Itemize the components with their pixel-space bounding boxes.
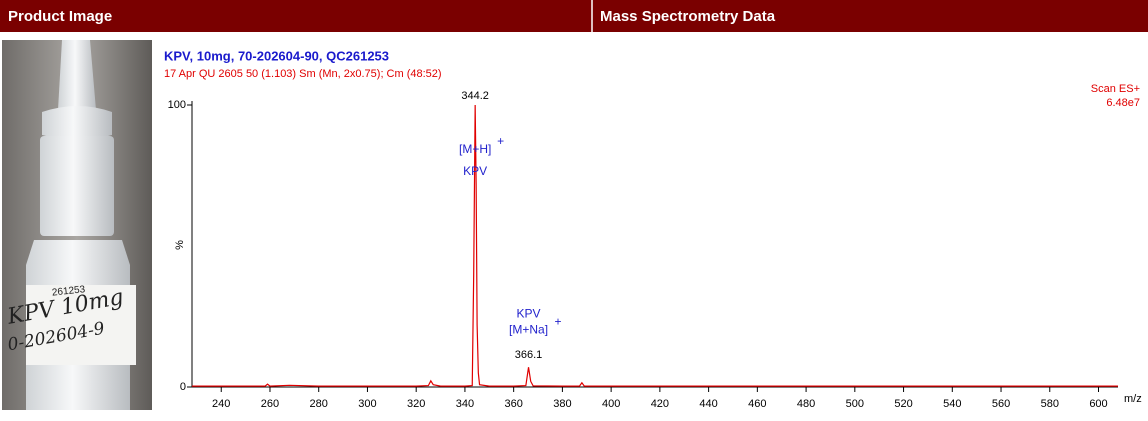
x-tick-label: 500 <box>846 398 864 410</box>
scan-mode: Scan ES+ <box>1091 83 1140 95</box>
x-tick-label: 380 <box>553 398 571 410</box>
peak-mz-label: 344.2 <box>461 90 489 102</box>
x-tick-label: 580 <box>1041 398 1059 410</box>
page: {"header": {"left": "Product Image", "ri… <box>0 0 1148 416</box>
x-tick-label: 540 <box>943 398 961 410</box>
peak-annotation: [M+Na] <box>509 322 548 336</box>
y-tick-label: 0 <box>180 381 186 393</box>
x-tick-label: 340 <box>456 398 474 410</box>
x-tick-label: 460 <box>748 398 766 410</box>
screen: Product Image Mass Spectrometry Data 261… <box>0 0 1148 416</box>
header-right: Mass Spectrometry Data <box>600 8 776 25</box>
x-tick-label: 260 <box>261 398 279 410</box>
header-left: Product Image <box>8 8 112 25</box>
chart-title: KPV, 10mg, 70-202604-90, QC261253 <box>164 48 389 63</box>
peak-annotation: KPV <box>463 164 487 178</box>
spectrum-line <box>192 105 1118 386</box>
x-tick-label: 300 <box>358 398 376 410</box>
x-tick-label: 240 <box>212 398 230 410</box>
peak-annotation: [M+H] <box>459 142 491 156</box>
x-tick-label: 420 <box>651 398 669 410</box>
x-tick-label: 400 <box>602 398 620 410</box>
header-bar <box>0 0 1148 32</box>
intensity: 6.48e7 <box>1106 97 1140 109</box>
x-tick-label: 320 <box>407 398 425 410</box>
y-axis-label: % <box>174 240 186 250</box>
x-tick-label: 480 <box>797 398 815 410</box>
x-tick-label: 520 <box>894 398 912 410</box>
x-axis-label: m/z <box>1124 393 1142 405</box>
x-tick-label: 440 <box>699 398 717 410</box>
x-tick-label: 600 <box>1089 398 1107 410</box>
peak-annotation: KPV <box>517 306 541 320</box>
peak-mz-label: 366.1 <box>515 349 543 361</box>
y-tick-label: 100 <box>168 99 186 111</box>
product-photo <box>2 40 152 410</box>
x-tick-label: 280 <box>310 398 328 410</box>
x-tick-label: 560 <box>992 398 1010 410</box>
chart-subtitle: 17 Apr QU 2605 50 (1.103) Sm (Mn, 2x0.75… <box>164 68 442 80</box>
x-tick-label: 360 <box>504 398 522 410</box>
peak-charge: + <box>555 314 562 328</box>
peak-charge: + <box>497 134 504 148</box>
